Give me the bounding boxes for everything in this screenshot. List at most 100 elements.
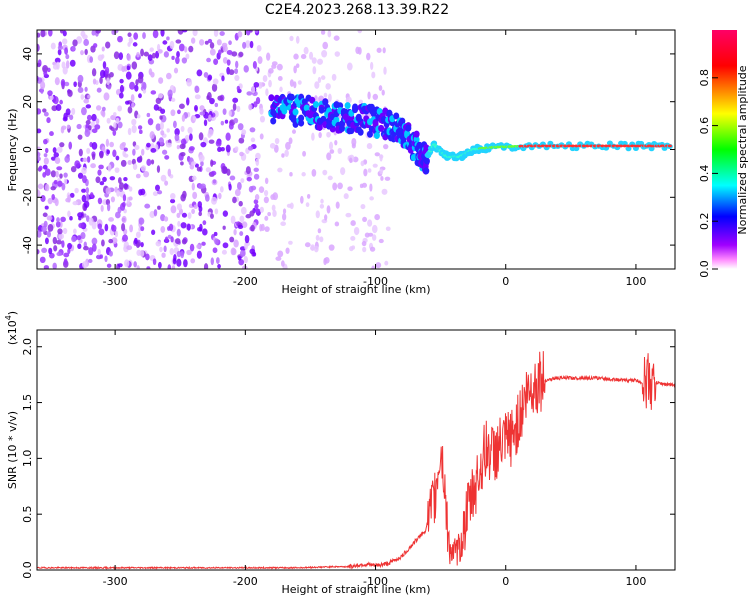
noise-point	[91, 221, 97, 230]
ridge-point	[423, 167, 430, 175]
noise-point	[207, 38, 213, 44]
noise-point	[208, 114, 212, 120]
noise-point	[186, 249, 192, 256]
noise-point	[97, 223, 103, 230]
noise-point	[140, 165, 147, 172]
noise-point	[353, 226, 360, 236]
noise-point	[346, 62, 353, 71]
ridge-point	[313, 101, 320, 109]
noise-point	[47, 90, 53, 96]
noise-point	[52, 262, 57, 269]
noise-point	[131, 158, 136, 165]
noise-point	[85, 215, 90, 223]
noise-point	[115, 117, 120, 124]
noise-point	[224, 119, 229, 124]
noise-point	[196, 244, 201, 249]
noise-point	[74, 187, 79, 194]
noise-point	[329, 149, 335, 154]
noise-point	[328, 244, 335, 251]
noise-point	[245, 166, 251, 175]
spectrogram-y-label: Frequency (Hz)	[6, 109, 19, 192]
noise-point	[95, 30, 102, 34]
noise-point	[244, 234, 250, 244]
noise-point	[136, 51, 140, 58]
noise-point	[137, 75, 144, 84]
noise-point	[119, 84, 124, 93]
noise-point	[77, 172, 84, 179]
ridge-core-point	[600, 144, 605, 148]
noise-point	[239, 231, 244, 236]
noise-point	[360, 160, 365, 167]
noise-point	[127, 106, 133, 114]
noise-point	[74, 160, 81, 168]
noise-point	[132, 148, 136, 156]
noise-point	[159, 246, 163, 253]
noise-point	[135, 231, 141, 239]
y-tick-label: 1.0	[21, 450, 34, 468]
ridge-point	[337, 102, 344, 110]
noise-point	[120, 202, 126, 211]
noise-point	[151, 229, 156, 236]
noise-point	[85, 193, 90, 202]
noise-point	[179, 143, 186, 150]
noise-point	[350, 236, 356, 241]
noise-point	[315, 234, 320, 241]
noise-point	[186, 78, 193, 87]
noise-point	[50, 170, 57, 178]
noise-point	[140, 226, 145, 232]
noise-point	[101, 239, 105, 247]
noise-point	[50, 42, 56, 50]
noise-point	[140, 48, 144, 57]
noise-point	[199, 105, 205, 111]
noise-point	[226, 59, 231, 66]
noise-point	[96, 87, 102, 93]
ridge-core-point	[570, 144, 575, 148]
noise-point	[176, 203, 182, 211]
noise-point	[170, 236, 174, 243]
noise-point	[285, 141, 291, 150]
colorbar-tick-label: 0.2	[698, 212, 711, 230]
noise-point	[109, 125, 113, 130]
noise-point	[117, 105, 123, 112]
noise-point	[384, 260, 389, 266]
noise-point	[384, 176, 391, 181]
noise-point	[268, 79, 272, 88]
noise-point	[320, 75, 326, 80]
noise-point	[46, 215, 53, 221]
noise-point	[357, 30, 363, 34]
noise-point	[151, 52, 156, 59]
noise-point	[327, 93, 332, 102]
noise-point	[91, 113, 97, 122]
noise-point	[323, 257, 327, 266]
noise-point	[228, 40, 232, 46]
colorbar-ticks: 0.0 0.2 0.4 0.6 0.8	[698, 69, 718, 278]
noise-point	[284, 149, 289, 157]
noise-point	[374, 214, 380, 221]
noise-point	[62, 30, 67, 37]
noise-point	[99, 152, 104, 159]
noise-point	[322, 41, 329, 50]
noise-point	[37, 183, 44, 190]
noise-point	[68, 141, 73, 150]
noise-point	[62, 227, 68, 235]
noise-point	[366, 52, 371, 61]
noise-point	[160, 108, 166, 114]
noise-point	[125, 71, 132, 80]
noise-point	[218, 192, 222, 200]
noise-point	[183, 259, 188, 268]
noise-point	[101, 106, 106, 112]
noise-point	[112, 129, 117, 136]
noise-point	[93, 43, 98, 48]
noise-point	[185, 53, 190, 60]
noise-point	[49, 131, 54, 137]
noise-point	[123, 147, 128, 152]
noise-point	[171, 55, 175, 60]
noise-point	[71, 107, 76, 116]
noise-point	[326, 131, 331, 138]
noise-point	[147, 54, 153, 61]
noise-point	[209, 42, 215, 49]
noise-point	[88, 247, 94, 256]
noise-point	[375, 262, 382, 269]
noise-point	[264, 226, 270, 232]
spectrogram-y-ticks: -40 -20 0 20 40	[21, 47, 675, 254]
